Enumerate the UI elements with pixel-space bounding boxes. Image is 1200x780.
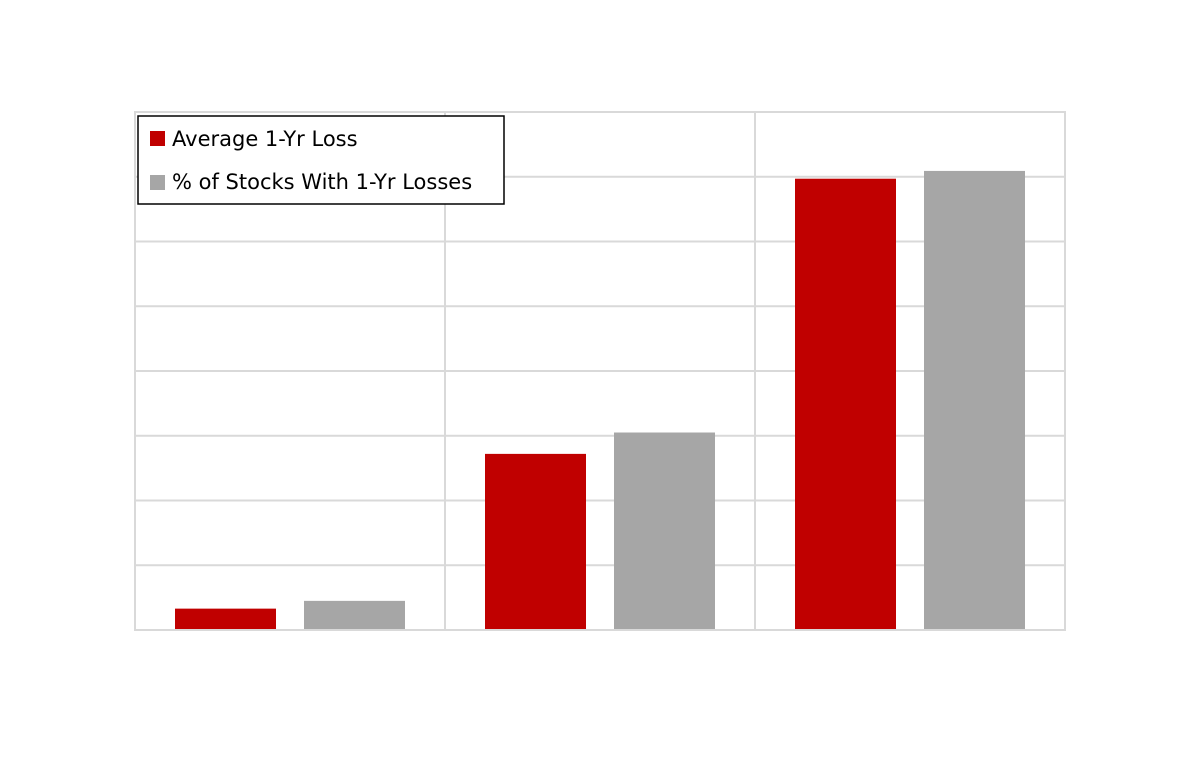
legend-swatch-average-loss <box>150 131 165 146</box>
legend: Average 1-Yr Loss % of Stocks With 1-Yr … <box>137 115 505 205</box>
plot-area-border <box>134 111 1066 631</box>
bar-marks <box>175 170 1025 631</box>
bar-series2-category3 <box>924 170 1025 631</box>
bar-series1-category3 <box>795 178 896 630</box>
legend-swatch-pct-stocks <box>150 175 165 190</box>
legend-label-pct-stocks: % of Stocks With 1-Yr Losses <box>172 170 472 194</box>
bar-series2-category1 <box>304 600 405 630</box>
legend-label-average-loss: Average 1-Yr Loss <box>172 127 358 151</box>
bar-series1-category2 <box>485 453 586 630</box>
legend-box <box>137 115 505 205</box>
bar-series1-category1 <box>175 608 276 630</box>
bar-series2-category2 <box>614 432 715 630</box>
